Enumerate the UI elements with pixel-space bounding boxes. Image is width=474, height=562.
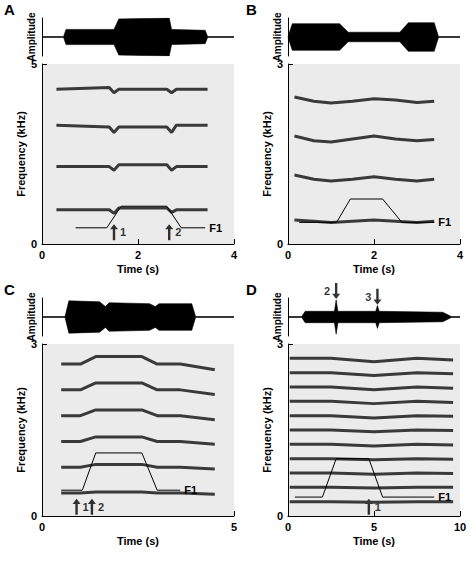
svg-text:D: D xyxy=(246,281,257,298)
svg-text:F1: F1 xyxy=(209,222,222,234)
svg-text:0: 0 xyxy=(277,238,283,250)
svg-text:2: 2 xyxy=(175,226,181,238)
svg-text:4: 4 xyxy=(231,249,238,261)
svg-text:10: 10 xyxy=(454,521,466,533)
svg-text:2: 2 xyxy=(324,285,330,297)
svg-text:B: B xyxy=(246,1,257,18)
svg-text:1: 1 xyxy=(120,226,126,238)
svg-text:1: 1 xyxy=(83,501,89,513)
svg-text:C: C xyxy=(4,281,15,298)
svg-text:Frequency (kHz): Frequency (kHz) xyxy=(15,111,27,197)
svg-text:Frequency (kHz): Frequency (kHz) xyxy=(15,387,27,473)
svg-text:0: 0 xyxy=(285,521,291,533)
svg-text:2: 2 xyxy=(371,249,377,261)
svg-text:F1: F1 xyxy=(438,491,451,503)
svg-text:Frequency (kHz): Frequency (kHz) xyxy=(261,387,273,473)
svg-text:3: 3 xyxy=(365,291,371,303)
svg-text:0: 0 xyxy=(39,521,45,533)
svg-text:4: 4 xyxy=(457,249,464,261)
svg-text:5: 5 xyxy=(231,521,237,533)
svg-text:0: 0 xyxy=(39,249,45,261)
svg-text:Time (s): Time (s) xyxy=(117,263,159,275)
svg-text:Amplitude: Amplitude xyxy=(26,12,37,61)
svg-text:0: 0 xyxy=(277,510,283,522)
svg-text:Amplitude: Amplitude xyxy=(272,12,283,61)
svg-text:Time (s): Time (s) xyxy=(353,535,395,547)
svg-text:0: 0 xyxy=(31,510,37,522)
svg-text:2: 2 xyxy=(98,501,104,513)
svg-text:Amplitude: Amplitude xyxy=(26,292,37,341)
svg-text:1: 1 xyxy=(374,500,381,513)
svg-text:F1: F1 xyxy=(184,484,197,496)
svg-text:A: A xyxy=(4,1,15,18)
svg-text:3: 3 xyxy=(277,58,283,70)
svg-text:0: 0 xyxy=(31,238,37,250)
svg-text:Amplitude: Amplitude xyxy=(272,292,283,341)
svg-text:Time (s): Time (s) xyxy=(117,535,159,547)
svg-text:3: 3 xyxy=(31,338,37,350)
svg-text:Time (s): Time (s) xyxy=(353,263,395,275)
svg-text:3: 3 xyxy=(277,338,283,350)
svg-text:5: 5 xyxy=(371,521,377,533)
svg-text:0: 0 xyxy=(285,249,291,261)
svg-text:Frequency (kHz): Frequency (kHz) xyxy=(261,111,273,197)
svg-text:5: 5 xyxy=(31,58,37,70)
svg-text:F1: F1 xyxy=(438,216,451,228)
svg-text:2: 2 xyxy=(135,249,141,261)
